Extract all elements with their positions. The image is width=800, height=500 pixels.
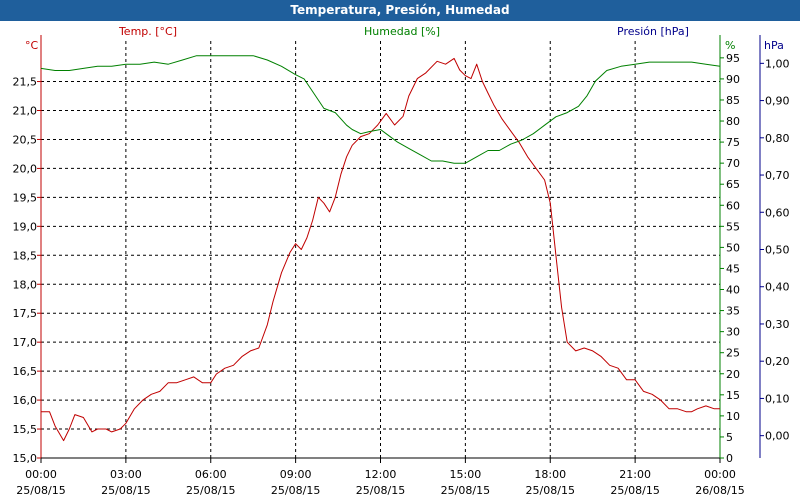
x-tick-label-time: 06:00 <box>195 468 227 481</box>
pressure-tick-label: 0,90 <box>765 95 790 108</box>
x-tick-label-date: 25/08/15 <box>16 484 65 497</box>
temperature-tick-label: 20,0 <box>13 162 38 175</box>
temperature-tick-label: 19,5 <box>13 191 38 204</box>
humidity-tick-label: 45 <box>726 262 740 275</box>
humidity-tick-label: 0 <box>726 452 733 465</box>
temperature-unit-label: °C <box>25 39 39 52</box>
pressure-tick-label: 0,50 <box>765 244 790 257</box>
pressure-tick-label: 0,80 <box>765 132 790 145</box>
temperature-tick-label: 15,5 <box>13 423 38 436</box>
pressure-tick-label: 0,60 <box>765 206 790 219</box>
gridlines <box>40 41 721 459</box>
humidity-tick-label: 95 <box>726 52 740 65</box>
humidity-tick-label: 30 <box>726 326 740 339</box>
humidity-series-line <box>40 55 721 164</box>
humidity-tick-label: 85 <box>726 94 740 107</box>
x-tick-label-date: 25/08/15 <box>356 484 405 497</box>
humidity-tick-label: 10 <box>726 410 740 423</box>
temperature-tick-label: 21,5 <box>13 76 38 89</box>
pressure-tick-label: 0,40 <box>765 281 790 294</box>
x-tick-label-time: 00:00 <box>704 468 736 481</box>
humidity-tick-label: 55 <box>726 220 740 233</box>
pressure-tick-label: 0,00 <box>765 430 790 443</box>
humidity-tick-label: 5 <box>726 431 733 444</box>
x-tick-label-date: 25/08/15 <box>101 484 150 497</box>
x-tick-label-date: 25/08/15 <box>441 484 490 497</box>
temperature-tick-label: 16,0 <box>13 394 38 407</box>
x-tick-label-date: 25/08/15 <box>526 484 575 497</box>
humidity-tick-label: 40 <box>726 284 740 297</box>
humidity-tick-label: 20 <box>726 368 740 381</box>
temperature-tick-label: 15,0 <box>13 452 38 465</box>
humidity-tick-label: 70 <box>726 157 740 170</box>
pressure-tick-label: 0,30 <box>765 318 790 331</box>
pressure-series-label: Presión [hPa] <box>617 25 689 38</box>
humidity-tick-label: 65 <box>726 178 740 191</box>
x-tick-label-date: 25/08/15 <box>271 484 320 497</box>
humidity-tick-label: 60 <box>726 199 740 212</box>
x-tick-label-time: 00:00 <box>25 468 57 481</box>
humidity-tick-label: 35 <box>726 305 740 318</box>
temperature-series-label: Temp. [°C] <box>118 25 177 38</box>
temperature-tick-label: 20,5 <box>13 133 38 146</box>
humidity-tick-label: 25 <box>726 347 740 360</box>
series-lines <box>40 55 721 442</box>
temperature-tick-label: 16,5 <box>13 365 38 378</box>
x-tick-label-time: 21:00 <box>619 468 651 481</box>
temperature-tick-label: 17,0 <box>13 336 38 349</box>
humidity-tick-label: 15 <box>726 389 740 402</box>
plot-frame <box>37 35 764 463</box>
temperature-tick-label: 21,0 <box>13 105 38 118</box>
x-tick-label-time: 15:00 <box>450 468 482 481</box>
humidity-unit-label: % <box>725 39 735 52</box>
pressure-tick-label: 1,00 <box>765 57 790 70</box>
x-tick-label-date: 25/08/15 <box>610 484 659 497</box>
axis-labels: °C Temp. [°C] % Humedad [%] hPa Presión … <box>25 25 784 52</box>
pressure-tick-label: 0,10 <box>765 392 790 405</box>
humidity-series-label: Humedad [%] <box>364 25 440 38</box>
x-tick-label-date: 25/08/15 <box>186 484 235 497</box>
pressure-unit-label: hPa <box>764 39 784 52</box>
humidity-tick-label: 90 <box>726 73 740 86</box>
pressure-tick-label: 0,20 <box>765 355 790 368</box>
tick-labels: 00:00 25/08/15 03:00 25/08/15 06:00 25/08/15 0… <box>13 52 790 497</box>
x-tick-label-date: 26/08/15 <box>695 484 744 497</box>
x-tick-label-time: 12:00 <box>365 468 397 481</box>
temperature-tick-label: 18,5 <box>13 249 38 262</box>
chart-title: Temperatura, Presión, Humedad <box>0 0 800 21</box>
temperature-tick-label: 19,0 <box>13 220 38 233</box>
humidity-tick-label: 75 <box>726 136 740 149</box>
temperature-tick-label: 18,0 <box>13 278 38 291</box>
humidity-tick-label: 80 <box>726 115 740 128</box>
pressure-tick-label: 0,70 <box>765 169 790 182</box>
temperature-tick-label: 17,5 <box>13 307 38 320</box>
x-tick-label-time: 09:00 <box>280 468 312 481</box>
temperature-series-line <box>41 57 720 442</box>
humidity-tick-label: 50 <box>726 241 740 254</box>
x-tick-label-time: 03:00 <box>110 468 142 481</box>
x-tick-label-time: 18:00 <box>534 468 566 481</box>
